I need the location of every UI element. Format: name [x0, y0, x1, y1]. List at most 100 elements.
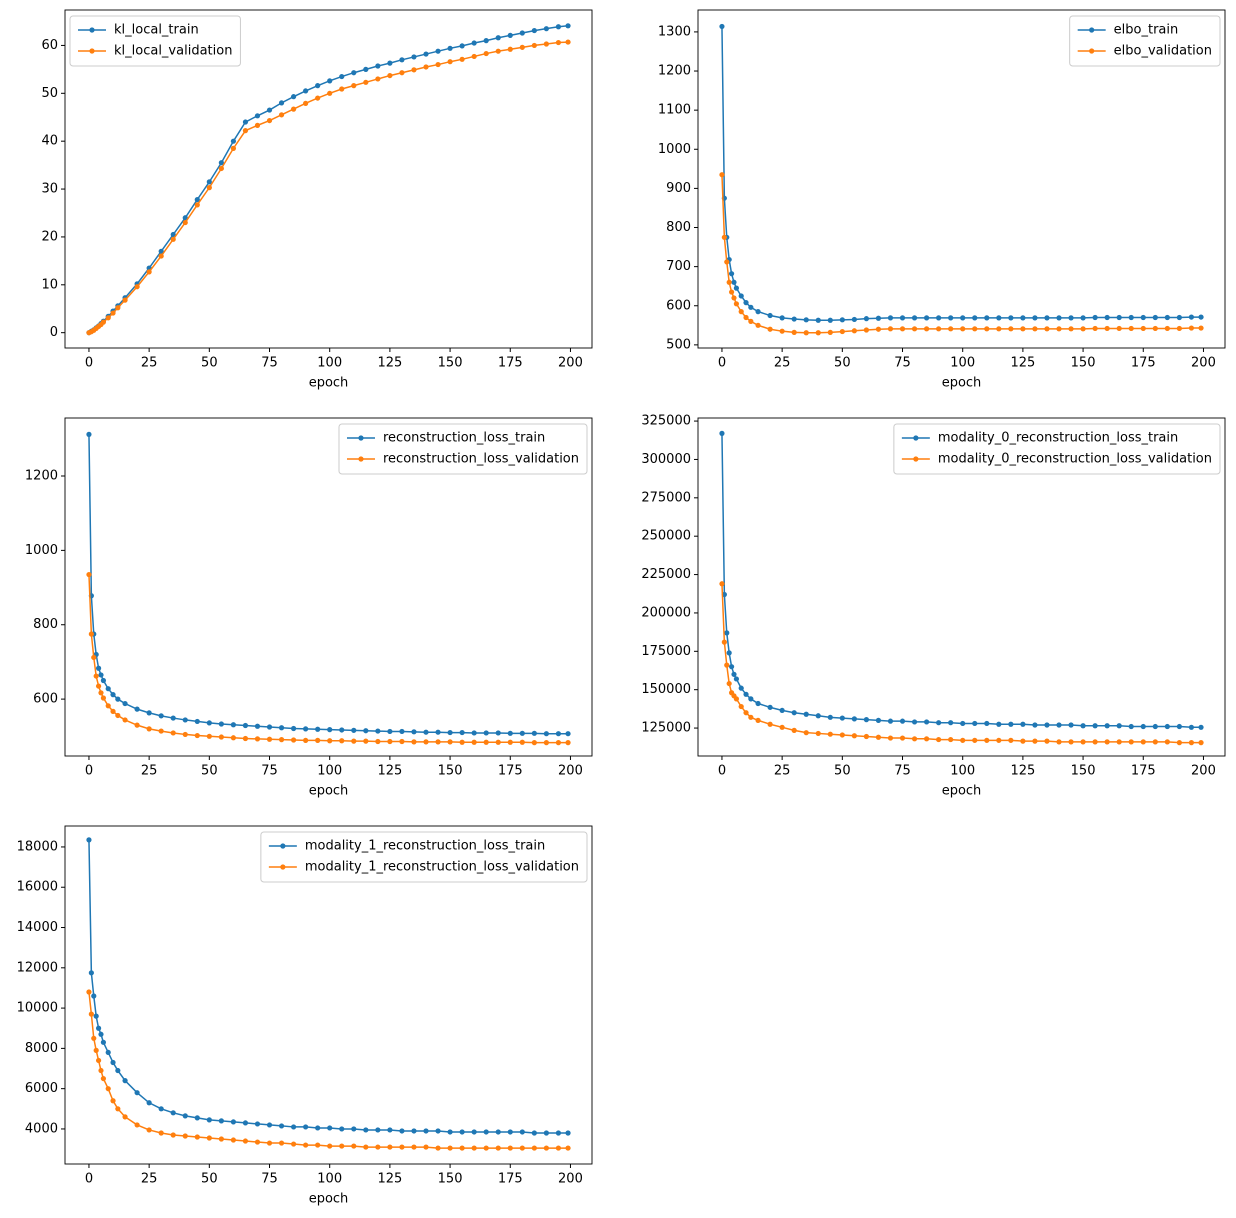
series-marker: [1140, 314, 1146, 321]
y-tick-label: 200000: [641, 605, 691, 620]
series-marker: [1068, 326, 1074, 332]
series-marker: [351, 1143, 357, 1149]
series-marker: [755, 717, 761, 723]
x-tick-label: 175: [498, 764, 523, 779]
x-tick-label: 0: [85, 764, 93, 779]
series-marker: [875, 315, 882, 321]
x-tick-label: 125: [377, 1172, 402, 1187]
series-marker: [86, 989, 92, 995]
series-marker: [110, 692, 116, 698]
series-marker: [363, 728, 369, 734]
series-line: [88, 991, 569, 1149]
subplot: 0 25 50 75 100 125 150 175 200 0 10 20 30 40 50 60 epoch…: [41, 9, 593, 391]
series-marker: [242, 128, 249, 134]
series-marker: [423, 729, 429, 735]
series-marker: [110, 1059, 116, 1066]
series-marker: [507, 739, 513, 745]
series-marker: [911, 719, 918, 725]
legend-label: kl_local_train: [114, 23, 199, 38]
x-axis-label: epoch: [942, 784, 982, 799]
series-marker: [242, 1120, 249, 1126]
series-marker: [1164, 723, 1170, 730]
series-marker: [803, 330, 809, 336]
series-marker: [543, 731, 549, 737]
series-marker: [447, 59, 453, 65]
x-tick-label: 150: [1071, 764, 1096, 779]
series-marker: [105, 1086, 111, 1092]
series-marker: [98, 1067, 104, 1074]
series-marker: [911, 736, 918, 742]
series-marker: [411, 67, 417, 73]
series-marker: [1020, 721, 1026, 727]
x-tick-label: 150: [438, 356, 463, 371]
series-marker: [767, 721, 773, 727]
series-marker: [779, 707, 785, 714]
series-marker: [1176, 740, 1182, 746]
series-marker: [230, 722, 237, 728]
series-marker: [218, 160, 224, 166]
series-marker: [948, 315, 954, 321]
series-marker: [459, 1145, 465, 1151]
y-tick-label: 1000: [25, 543, 58, 558]
x-tick-label: 50: [834, 764, 851, 779]
series-marker: [339, 727, 345, 733]
series-marker: [483, 730, 489, 736]
y-tick-label: 50: [41, 86, 58, 101]
x-axis-label: epoch: [942, 376, 982, 391]
series-marker: [887, 315, 894, 321]
series-marker: [399, 1144, 405, 1150]
x-axis-label: epoch: [309, 376, 349, 391]
series-marker: [555, 24, 562, 30]
x-tick-label: 75: [894, 764, 911, 779]
series-marker: [863, 327, 870, 333]
series-marker: [827, 714, 833, 720]
series-marker: [543, 1130, 549, 1136]
series-marker: [875, 734, 882, 740]
legend: elbo_train elbo_validation: [1069, 15, 1221, 67]
series-line: [721, 174, 1202, 334]
series-marker: [1152, 723, 1158, 730]
y-tick-label: 800: [33, 617, 58, 632]
x-tick-label: 50: [201, 1172, 218, 1187]
y-tick-label: 300000: [641, 452, 691, 467]
series-marker: [1080, 326, 1086, 332]
series-marker: [851, 733, 857, 739]
series-marker: [363, 79, 369, 85]
series-marker: [495, 739, 501, 745]
series-marker: [375, 1144, 381, 1150]
series-marker: [1176, 325, 1182, 332]
series-marker: [146, 1100, 152, 1106]
series-marker: [303, 737, 309, 743]
series-marker: [303, 1142, 309, 1148]
series-marker: [471, 739, 477, 745]
series-marker: [1092, 739, 1098, 745]
series-marker: [1104, 314, 1110, 321]
series-marker: [423, 739, 429, 745]
series-marker: [218, 165, 224, 172]
series-marker: [447, 45, 453, 51]
series-marker: [733, 676, 739, 682]
series-marker: [134, 284, 140, 290]
series-marker: [791, 329, 797, 335]
series-marker: [278, 112, 285, 118]
y-tick-label: 18000: [17, 839, 58, 854]
series-marker: [266, 1122, 273, 1128]
series-marker: [351, 83, 357, 89]
series-marker: [290, 106, 297, 112]
series-marker: [1104, 723, 1110, 729]
series-marker: [339, 1143, 345, 1149]
series-marker: [733, 301, 739, 307]
series-marker: [565, 731, 571, 737]
series-marker: [803, 730, 809, 736]
legend-marker: [1089, 27, 1095, 33]
series-marker: [375, 728, 381, 734]
series-marker: [1152, 325, 1158, 332]
x-axis-label: epoch: [309, 1192, 349, 1207]
series-marker: [495, 35, 501, 41]
series-marker: [146, 726, 152, 732]
series-marker: [411, 54, 417, 60]
series-marker: [767, 312, 773, 319]
x-tick-label: 200: [558, 1172, 583, 1187]
series-marker: [543, 26, 549, 32]
axes-frame: [697, 9, 1226, 349]
